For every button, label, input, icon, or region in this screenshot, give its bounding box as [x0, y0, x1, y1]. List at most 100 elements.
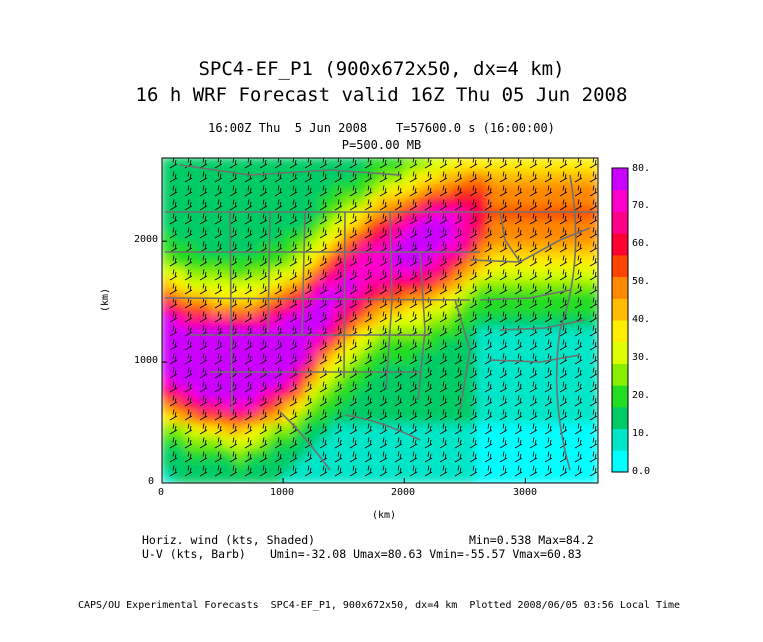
wind-barb — [244, 283, 253, 295]
wind-barb — [559, 199, 568, 211]
field-cell — [306, 289, 321, 304]
field-cell — [162, 313, 176, 328]
field-cell — [439, 217, 454, 232]
field-cell — [584, 277, 598, 292]
y-tick-label: 1000 — [134, 355, 159, 366]
field-cell — [245, 301, 260, 316]
field-cell — [209, 265, 224, 280]
wind-barb — [199, 395, 208, 407]
field-cell — [221, 325, 236, 340]
wind-barb — [529, 437, 538, 449]
wind-barb — [364, 451, 373, 463]
field-cell — [209, 253, 224, 268]
field-cell — [221, 265, 236, 280]
wind-barb — [289, 409, 298, 421]
field-cell — [282, 385, 297, 400]
field-cell — [294, 265, 309, 280]
field-cell — [209, 349, 224, 364]
wind-barb — [244, 409, 253, 421]
wind-barb — [349, 311, 358, 323]
field-cell — [342, 217, 357, 232]
wind-barb — [379, 409, 388, 421]
field-cell — [209, 409, 224, 424]
field-cell — [524, 337, 539, 352]
plot-area — [162, 158, 598, 483]
field-cell — [584, 421, 598, 436]
wind-barb — [484, 367, 493, 379]
field-cell — [536, 397, 551, 412]
field-cell — [306, 181, 321, 196]
wind-barb — [229, 227, 238, 239]
field-cell — [173, 289, 188, 304]
field-cell — [185, 409, 200, 424]
wind-barb — [259, 465, 268, 477]
axis-ticks — [161, 240, 526, 484]
wind-barb — [244, 255, 253, 267]
field-cell — [270, 277, 285, 292]
wind-barb — [364, 213, 373, 225]
field-cell — [185, 397, 200, 412]
wind-barb — [589, 283, 598, 295]
wind-barb — [379, 339, 388, 351]
field-cell — [500, 421, 515, 436]
field-cell — [415, 301, 430, 316]
field-cell — [451, 469, 466, 483]
field-cell — [282, 193, 297, 208]
wind-barb — [319, 283, 328, 295]
field-cell — [294, 253, 309, 268]
wind-barb — [439, 325, 448, 337]
wind-barb — [274, 185, 283, 197]
wind-barb — [244, 437, 253, 449]
wind-barb — [559, 185, 568, 197]
wind-barb — [559, 465, 568, 477]
field-cell — [512, 217, 527, 232]
field-cell — [185, 313, 200, 328]
wind-barb — [289, 185, 298, 197]
field-cell — [282, 253, 297, 268]
x-tick-label: 0 — [158, 487, 165, 498]
wind-barb — [439, 437, 448, 449]
field-cell — [294, 409, 309, 424]
wind-barb — [169, 269, 178, 281]
field-cell — [342, 385, 357, 400]
field-cell — [463, 421, 478, 436]
wind-barb — [409, 283, 418, 295]
field-cell — [584, 241, 598, 256]
field-cell — [512, 265, 527, 280]
wind-barb — [559, 339, 568, 351]
field-cell — [560, 445, 575, 460]
field-cell — [209, 193, 224, 208]
field-cell — [318, 301, 333, 316]
wind-barb — [184, 255, 193, 267]
field-cell — [221, 253, 236, 268]
wind-barb — [304, 227, 313, 239]
field-cell — [379, 253, 394, 268]
field-cell — [306, 193, 321, 208]
wind-barb — [319, 381, 328, 393]
field-cell — [488, 373, 503, 388]
field-cell — [488, 181, 503, 196]
field-cell — [318, 385, 333, 400]
wind-barb — [274, 269, 283, 281]
wind-barb — [454, 339, 463, 351]
wind-barb — [409, 395, 418, 407]
field-cell — [548, 457, 563, 472]
wind-barb — [304, 465, 313, 477]
field-cell — [439, 313, 454, 328]
field-cell — [306, 277, 321, 292]
field-cell — [270, 373, 285, 388]
wind-barb — [214, 339, 223, 351]
wind-barb — [379, 451, 388, 463]
wind-barb — [244, 185, 253, 197]
wind-barb — [394, 437, 403, 449]
wind-barb — [469, 171, 478, 183]
field-cell — [548, 169, 563, 184]
field-cell — [475, 217, 490, 232]
wind-barb — [304, 353, 313, 365]
field-cell — [427, 301, 442, 316]
field-cell — [342, 265, 357, 280]
wind-barb — [469, 409, 478, 421]
field-cell — [342, 469, 357, 483]
field-cell — [270, 433, 285, 448]
wind-barb — [289, 227, 298, 239]
